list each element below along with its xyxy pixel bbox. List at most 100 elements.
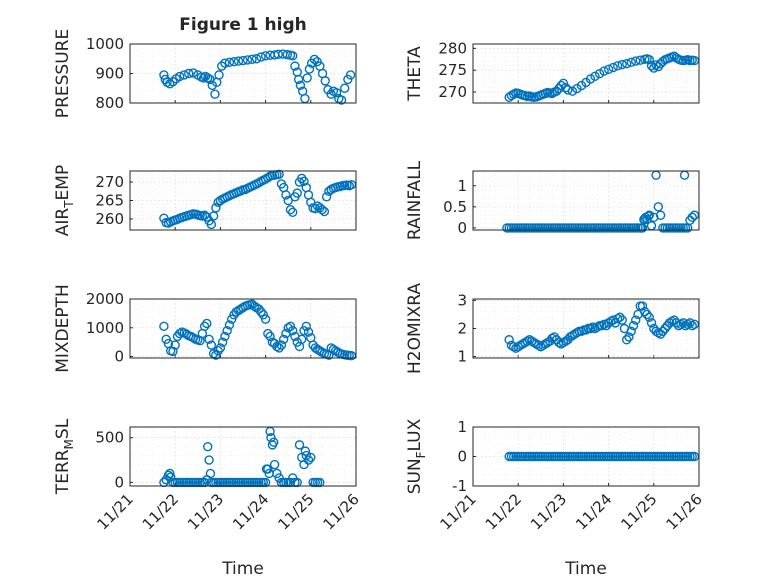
data-point [163,470,174,480]
data-point [168,346,178,357]
data-point [272,341,282,352]
data-point [676,319,686,329]
y-tick-label: 1 [457,348,467,366]
data-point [326,89,336,99]
data-point [300,93,310,104]
data-point [288,207,298,218]
x-tick-label: 11/25 [274,490,317,533]
data-point [303,327,314,337]
data-point [199,210,210,220]
data-point [297,334,307,344]
data-point [655,329,666,339]
x-tick-label: 11/22 [482,490,525,533]
data-point [554,337,564,348]
data-point [202,318,212,329]
data-point [590,71,600,82]
data-point [293,74,304,85]
data-point [165,468,175,479]
data-point [644,210,654,220]
data-point [224,57,235,67]
y-tick-label: 800 [95,94,124,112]
data-point [179,70,189,80]
data-point [508,342,519,352]
y-tick-label: -1 [452,477,467,495]
x-tick-label: 11/23 [527,490,570,533]
data-point [188,68,198,78]
data-point [669,315,679,325]
data-point [220,331,230,342]
data-point [685,318,695,328]
data-point [585,74,596,84]
data-point [640,306,650,317]
y-tick-label: 280 [438,39,467,57]
data-point [294,440,305,450]
data-point [346,350,357,361]
axes-box [472,426,700,487]
data-point [621,335,632,345]
y-axis-label: AIRTEMP [53,165,76,236]
data-point [631,56,641,66]
data-point [646,318,657,328]
data-point [175,328,185,339]
x-tick-label: 11/22 [139,490,182,533]
data-point [617,315,627,325]
data-point [303,455,314,465]
data-point [165,472,176,482]
data-point [599,66,609,76]
data-point [265,331,275,342]
y-axis-label: TERRMSL [53,418,76,495]
y-axis-label: PRESSURE [53,29,73,118]
axes-box [472,43,700,104]
axes-box [129,43,357,104]
data-point [263,464,273,474]
data-point [205,468,216,479]
data-point [288,51,298,61]
data-point [233,56,244,66]
data-point [217,337,228,347]
x-tick-label: 11/25 [617,490,660,533]
axes-box [129,170,357,231]
data-point [658,326,668,337]
subplot-6: 1 2 3 H2OMIXRA [405,283,700,374]
data-point [331,87,342,98]
data-point [689,55,700,66]
data-point [278,334,289,344]
x-tick-label: 11/24 [572,490,615,533]
data-point [624,332,634,342]
data-point [256,52,266,62]
data-point [254,304,264,314]
data-point [272,468,282,479]
data-point [653,328,664,338]
data-point [213,346,223,356]
data-point [295,80,306,91]
axes-box [129,298,357,359]
x-tick-label: 11/23 [184,490,227,533]
data-point [301,450,311,461]
y-axis-label: RAINFALL [405,160,425,240]
data-point [651,170,661,180]
data-point [215,343,226,353]
y-tick-label: 265 [95,192,124,210]
y-tick-label: 275 [438,61,467,79]
data-point [678,318,688,328]
subplot-7: 11/21 11/22 11/23 11/24 11/25 11/26 0 500 TERRMS… [53,418,363,533]
data-point [247,54,257,65]
data-point [642,309,652,320]
y-axis-label: THETA [405,46,425,102]
data-point [504,335,514,345]
data-point [667,316,677,327]
data-point [644,312,654,322]
data-point [251,54,262,64]
data-point [214,70,224,80]
data-point [310,203,321,214]
data-point [340,83,350,93]
subplot-8: 11/21 11/22 11/23 11/24 11/25 11/26 -1 0 1 SUNFLU… [405,418,706,533]
data-point [238,55,248,66]
data-point [306,452,316,463]
data-point [683,319,693,329]
data-point [628,320,639,331]
y-tick-label: 2000 [86,290,124,308]
y-axis-label: SUNFLUX [405,418,428,494]
